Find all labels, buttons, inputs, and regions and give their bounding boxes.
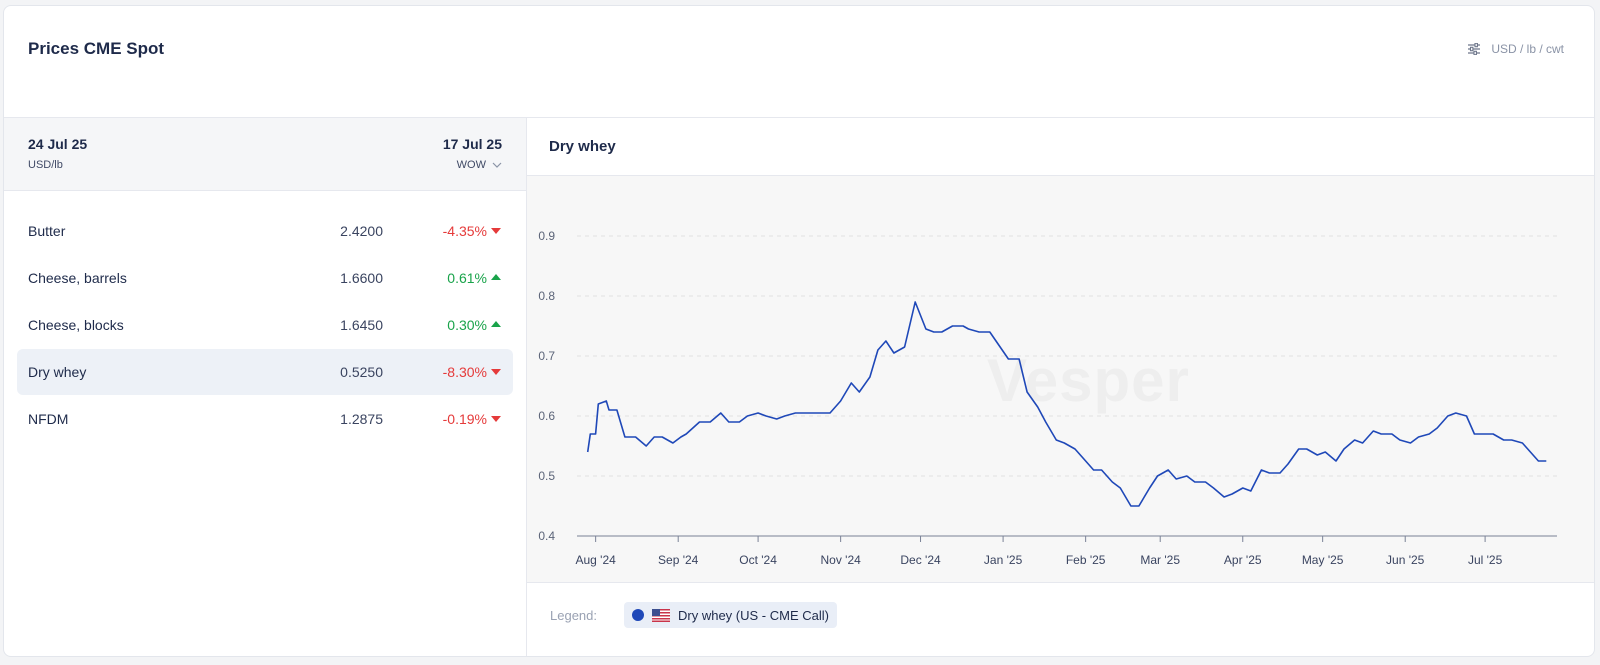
row-value: 1.2875 (340, 411, 383, 427)
row-name: NFDM (28, 411, 69, 427)
sliders-icon (1467, 43, 1481, 55)
price-list-panel: 24 Jul 25 USD/lb 17 Jul 25 WOW Butter 2.… (4, 118, 527, 656)
row-name: Cheese, barrels (28, 270, 127, 286)
y-tick-label: 0.7 (538, 349, 555, 363)
price-row-dry-whey[interactable]: Dry whey 0.5250 -8.30% (17, 349, 513, 395)
legend-label: Legend: (550, 608, 597, 623)
x-tick-label: Sep '24 (658, 553, 699, 567)
price-row-cheese-barrels[interactable]: Cheese, barrels 1.6600 0.61% (17, 255, 513, 301)
change-arrow-icon (491, 228, 501, 234)
row-value: 1.6450 (340, 317, 383, 333)
change-arrow-icon (491, 274, 501, 280)
series-color-dot (632, 609, 644, 621)
row-change: 0.61% (447, 270, 487, 286)
change-arrow-icon (491, 416, 501, 422)
line-chart: 0.4 0.5 0.6 0.7 0.8 0.9 Aug '24 Sep '24 Oct '24 N… (538, 229, 1557, 567)
change-arrow-icon (491, 369, 501, 375)
y-tick-label: 0.5 (538, 469, 555, 483)
current-date: 24 Jul 25 (28, 136, 88, 152)
x-tick-label: Aug '24 (575, 553, 616, 567)
chevron-down-icon (492, 159, 502, 171)
x-tick-label: Jul '25 (1468, 553, 1503, 567)
unit-toggle-label: USD / lb / cwt (1491, 42, 1564, 56)
chart-panel: Dry whey Vesper 0.4 0.5 0.6 0.7 0.8 0.9 Aug '2… (527, 118, 1594, 656)
row-name: Dry whey (28, 364, 87, 380)
price-row-nfdm[interactable]: NFDM 1.2875 -0.19% (17, 396, 513, 442)
x-tick-label: Dec '24 (900, 553, 941, 567)
row-change: -4.35% (442, 223, 487, 239)
chart-title: Dry whey (549, 138, 616, 155)
y-tick-label: 0.8 (538, 289, 555, 303)
y-tick-label: 0.6 (538, 409, 555, 423)
period-select-label: WOW (456, 159, 486, 171)
x-tick-label: Mar '25 (1140, 553, 1180, 567)
us-flag-icon (652, 608, 670, 622)
card-title: Prices CME Spot (28, 39, 165, 58)
series-line-dry-whey (586, 301, 1547, 507)
chart-area[interactable]: Vesper 0.4 0.5 0.6 0.7 0.8 0.9 Aug '24 Sep '24 O… (527, 176, 1594, 583)
row-value: 0.5250 (340, 364, 383, 380)
y-tick-label: 0.9 (538, 229, 555, 243)
price-list-header: 24 Jul 25 USD/lb 17 Jul 25 WOW (4, 118, 526, 191)
price-row-butter[interactable]: Butter 2.4200 -4.35% (17, 208, 513, 254)
x-tick-label: Feb '25 (1066, 553, 1106, 567)
compare-date: 17 Jul 25 (442, 136, 502, 152)
price-row-cheese-blocks[interactable]: Cheese, blocks 1.6450 0.30% (17, 302, 513, 348)
legend-item-label: Dry whey (US - CME Call) (678, 607, 829, 623)
unit-label: USD/lb (28, 159, 63, 171)
row-name: Butter (28, 223, 66, 239)
x-tick-label: Oct '24 (739, 553, 777, 567)
x-tick-label: Jan '25 (984, 553, 1023, 567)
row-name: Cheese, blocks (28, 317, 124, 333)
row-value: 1.6600 (340, 270, 383, 286)
row-change: -8.30% (442, 364, 487, 380)
prices-card: Prices CME Spot USD / lb / cwt 24 Jul 25… (3, 5, 1595, 657)
row-change: -0.19% (442, 411, 487, 427)
y-tick-label: 0.4 (538, 529, 555, 543)
legend: Legend: Dry whey (US - CME Call) (527, 583, 1594, 656)
watermark-logo: Vesper (987, 347, 1190, 414)
chart-header: Dry whey (527, 118, 1594, 176)
x-tick-label: Jun '25 (1386, 553, 1425, 567)
row-change: 0.30% (447, 317, 487, 333)
card-header: Prices CME Spot USD / lb / cwt (4, 6, 1594, 118)
period-select[interactable]: WOW (457, 159, 502, 171)
price-rows: Butter 2.4200 -4.35% Cheese, barrels 1.6… (17, 208, 513, 443)
change-arrow-icon (491, 321, 501, 327)
x-tick-label: May '25 (1302, 553, 1344, 567)
row-value: 2.4200 (340, 223, 383, 239)
x-tick-label: Nov '24 (820, 553, 861, 567)
unit-toggle-button[interactable]: USD / lb / cwt (1467, 42, 1564, 56)
legend-item-dry-whey[interactable]: Dry whey (US - CME Call) (624, 602, 837, 628)
x-tick-label: Apr '25 (1224, 553, 1262, 567)
